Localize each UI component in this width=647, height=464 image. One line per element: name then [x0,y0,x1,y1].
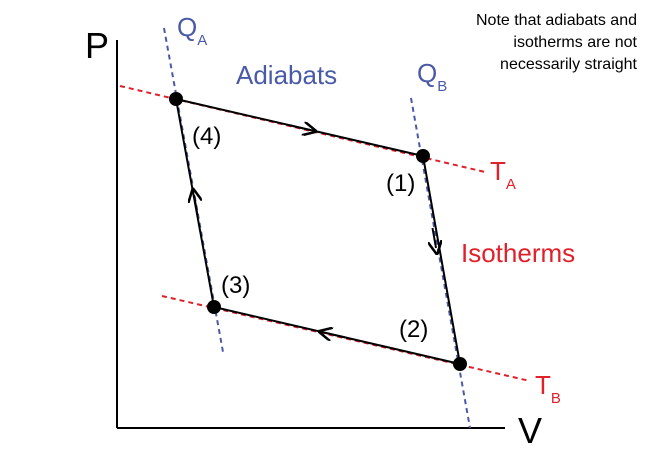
point-label-2: (2) [399,316,428,343]
note-line: isotherms are not [513,34,637,51]
arrow-2-to-3 [325,333,346,338]
qa-label: QA [177,12,207,49]
arrow-1-to-2 [433,227,437,248]
qb-label: QB [417,58,447,95]
qa-label-main: Q [177,12,197,42]
qb-label-sub: B [437,78,447,95]
arrow-3-to-4 [194,195,198,216]
ta-label: TA [490,156,516,193]
point-label-1: (1) [386,170,415,197]
state-point-2 [453,357,467,371]
tb-label: TB [535,370,561,407]
ta-label-main: T [490,156,506,186]
note-line: necessarily straight [500,56,637,73]
arrow-4-to-1 [289,125,310,130]
qa-label-sub: A [197,32,207,49]
qb-label-main: Q [417,58,437,88]
point-label-4: (4) [192,123,221,150]
ta-label-sub: A [506,176,516,193]
v-axis-label: V [518,410,542,451]
isotherms-label: Isotherms [461,238,575,268]
state-point-1 [416,149,430,163]
adiabats-label: Adiabats [236,60,337,90]
note-line: Note that adiabats and [475,12,637,29]
state-point-3 [207,300,221,314]
tb-label-main: T [535,370,551,400]
note-text: Note that adiabats and isotherms are not… [407,10,637,76]
tb-label-sub: B [551,390,561,407]
point-label-3: (3) [221,272,250,299]
state-point-4 [169,92,183,106]
cycle-edge-1-2 [422,155,461,365]
p-axis-label: P [85,25,109,66]
